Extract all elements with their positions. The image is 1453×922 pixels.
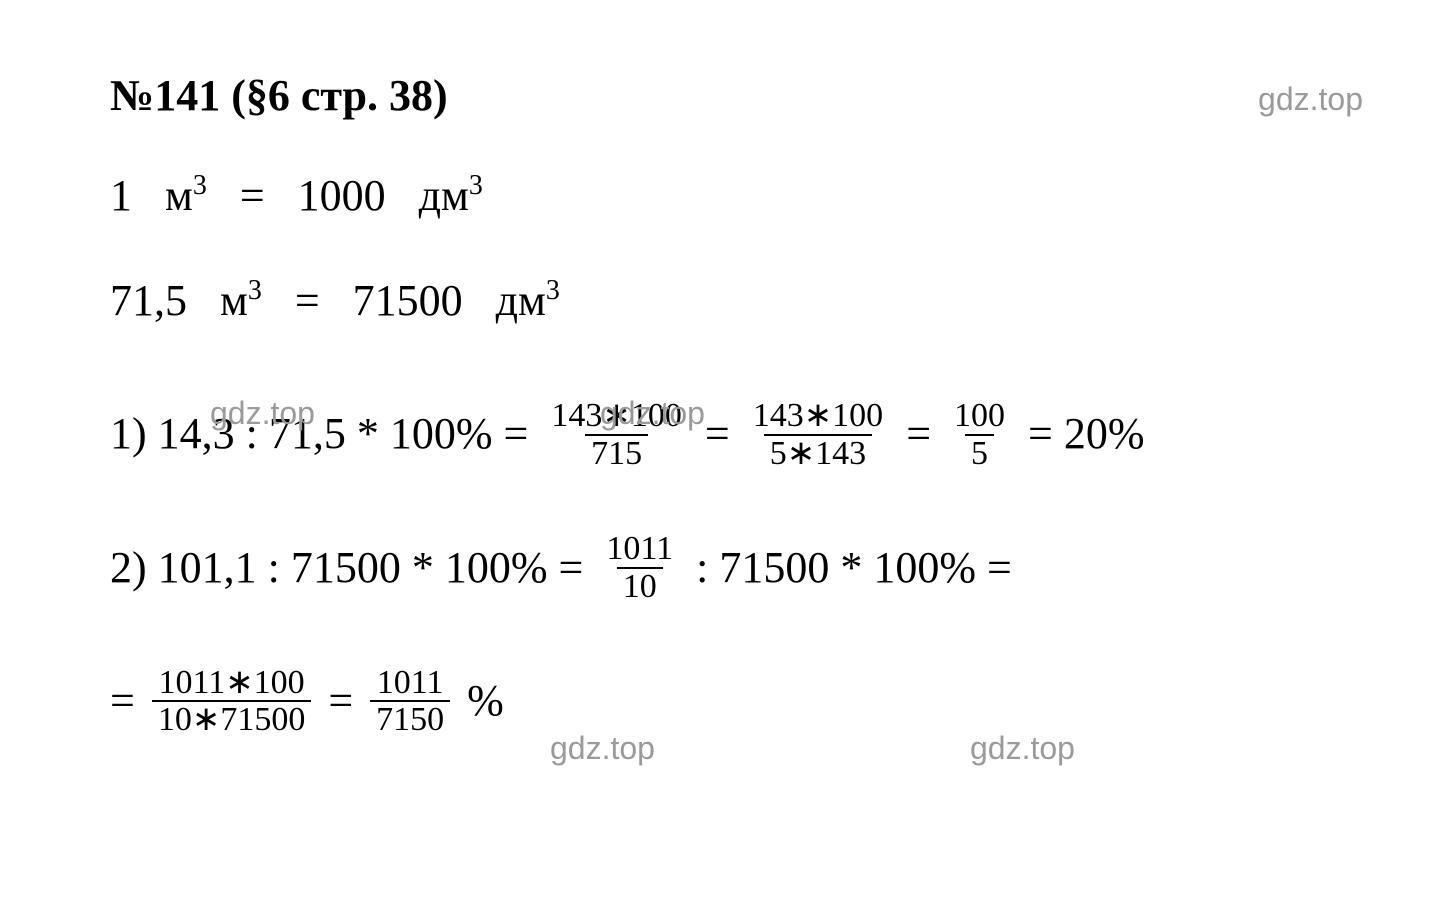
s1-eq2: = [906,408,931,461]
c2-rhs-val: 71500 [353,275,463,328]
problem-title: №141 (§6 стр. 38) [110,70,448,121]
s2b-frac2-den: 7150 [370,700,450,738]
c1-rhs-unit: дм [419,170,469,223]
c1-rhs-exp: 3 [469,170,483,201]
conversion-line-1: 1 м3 = 1000 дм3 [110,169,1363,222]
s2a-label: 2) [110,542,147,595]
s2a-tail: : 71500 * 100% = [696,542,1012,595]
s1-frac1-den: 715 [585,434,648,472]
s2b-frac2: 1011 7150 [370,665,450,738]
step-2b-line: = 1011∗100 10∗71500 = 1011 7150 % [110,665,504,738]
c1-lhs-val: 1 [110,170,132,223]
s2b-frac1-num: 1011∗100 [152,665,310,701]
s1-frac3: 100 5 [948,398,1011,471]
watermark-mid-left: gdz.top [210,395,315,432]
s1-frac2: 143∗100 5∗143 [747,398,890,471]
c1-rhs-val: 1000 [298,170,386,223]
s1-eq3: = [1028,408,1053,461]
c2-lhs-exp: 3 [248,275,262,306]
conversion-line-2: 71,5 м3 = 71500 дм3 [110,274,1363,327]
s2b-frac2-num: 1011 [371,665,450,701]
s1-frac3-den: 5 [965,434,994,472]
c2-rhs-unit: дм [496,275,546,328]
s2b-frac1: 1011∗100 10∗71500 [152,665,312,738]
step-2a-line: 2) 101,1 : 71500 * 100% = 1011 10 : 7150… [110,531,1012,604]
s2b-lead: = [110,675,135,728]
c2-lhs-val: 71,5 [110,275,187,328]
page: №141 (§6 стр. 38) gdz.top 1 м3 = 1000 дм… [0,0,1453,922]
watermark-bottom-right: gdz.top [970,730,1075,767]
s2b-frac1-den: 10∗71500 [152,700,312,738]
watermark-mid-center: gdz.top [600,395,705,432]
s2a-frac1: 1011 10 [600,531,679,604]
c2-rhs-exp: 3 [546,275,560,306]
s1-label: 1) [110,408,147,461]
watermark-bottom-center: gdz.top [550,730,655,767]
s2b-eq1: = [328,675,353,728]
s2a-lead: 101,1 : 71500 * 100% = [158,542,584,595]
watermark-top-right: gdz.top [1258,81,1363,118]
s1-frac2-den: 5∗143 [764,434,873,472]
c2-lhs-unit: м [220,275,248,328]
c1-lhs-exp: 3 [193,170,207,201]
s1-frac3-num: 100 [948,398,1011,434]
s1-eq1: = [705,408,730,461]
s1-result: 20% [1064,408,1145,461]
c1-lhs-unit: м [165,170,193,223]
s2b-tail: % [467,675,504,728]
s1-frac2-num: 143∗100 [747,398,890,434]
c2-eq: = [295,275,320,328]
s2a-frac1-num: 1011 [600,531,679,567]
header-row: №141 (§6 стр. 38) gdz.top [110,70,1363,121]
c1-eq: = [240,170,265,223]
s2a-frac1-den: 10 [617,567,663,605]
